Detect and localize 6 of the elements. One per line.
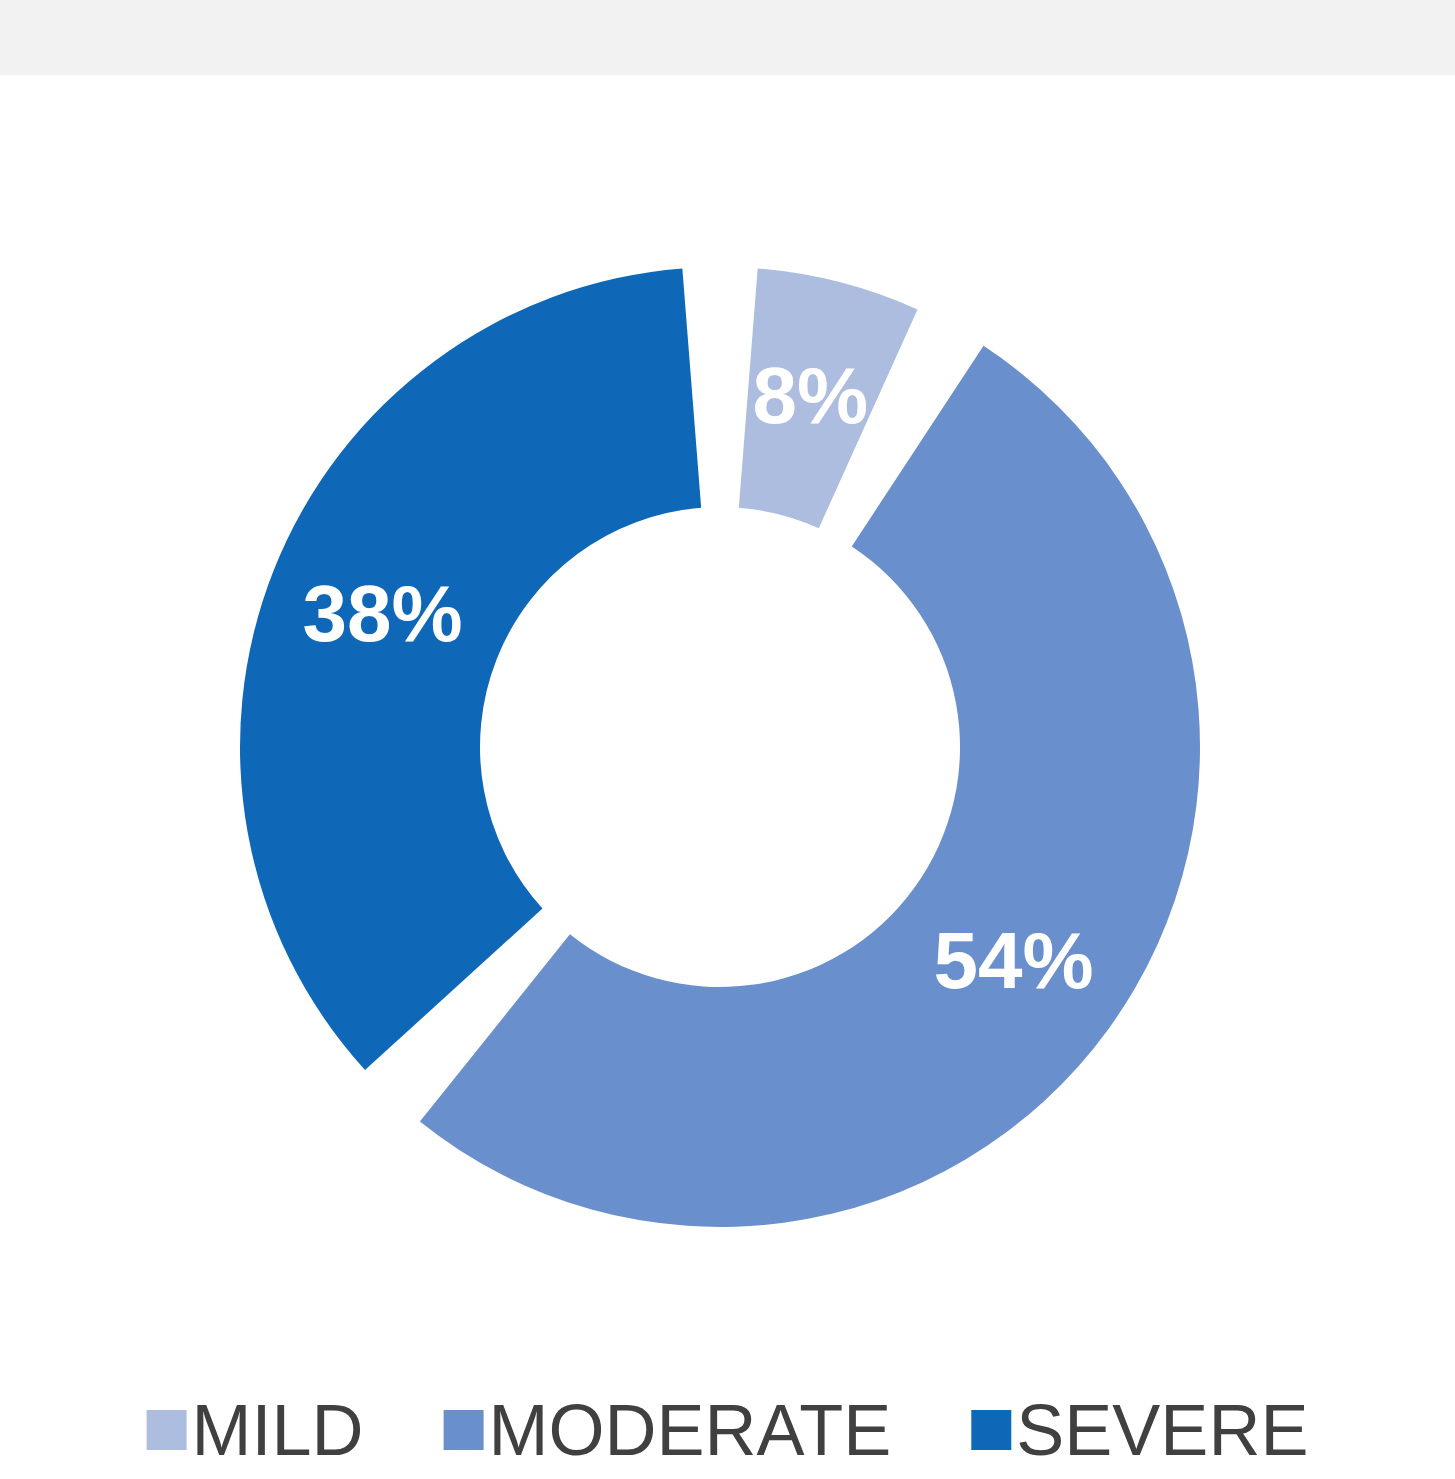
data-label: 54% <box>933 915 1094 1005</box>
data-label: 38% <box>302 568 463 658</box>
data-label: 8% <box>752 350 869 440</box>
legend-label: SEVERE <box>1016 1390 1309 1470</box>
legend-label: MILD <box>191 1390 364 1470</box>
legend-label: MODERATE <box>488 1390 892 1470</box>
